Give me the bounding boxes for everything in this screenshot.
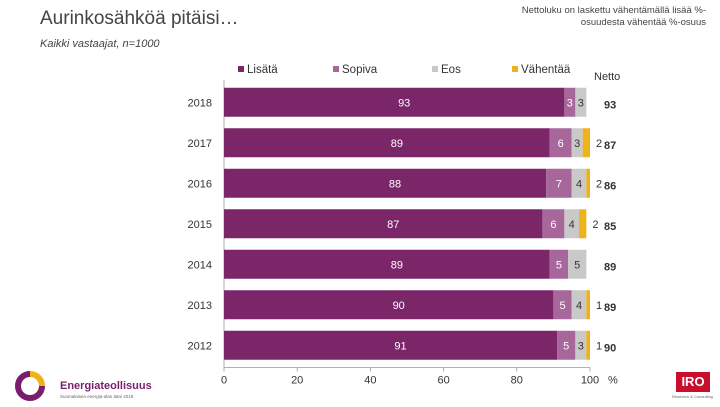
data-label: 88 (389, 178, 401, 190)
bar-vähentää-2012 (586, 330, 590, 360)
bar-eos-2016 (571, 168, 587, 198)
data-label: 5 (556, 259, 562, 271)
category-label: 2015 (188, 219, 212, 231)
bar-eos-2014 (568, 249, 587, 279)
bar-lisätä-2016 (224, 168, 547, 198)
data-label: 91 (394, 340, 406, 352)
netto-value: 90 (604, 342, 616, 354)
data-label: 5 (563, 340, 569, 352)
data-label: 1 (596, 300, 602, 312)
legend-swatch-3 (512, 66, 518, 72)
legend-label-2: Eos (441, 64, 461, 76)
data-label: 6 (558, 138, 564, 150)
netto-value: 87 (604, 140, 616, 152)
bar-sopiva-2016 (546, 168, 572, 198)
bar-lisätä-2015 (224, 209, 543, 239)
logo-name: Energiateollisuus (60, 380, 152, 392)
bar-vähentää-2013 (586, 290, 590, 320)
bar-lisätä-2017 (224, 128, 550, 158)
legend-label-3: Vähentää (521, 64, 571, 76)
data-label: 3 (567, 97, 573, 109)
legend-swatch-1 (333, 66, 339, 72)
bar-vähentää-2017 (582, 128, 590, 158)
data-label: 3 (578, 340, 584, 352)
bar-vähentää-2016 (586, 168, 590, 198)
data-label: 4 (576, 178, 582, 190)
x-tick-label: 20 (291, 375, 303, 387)
netto-value: 89 (604, 302, 616, 314)
logo-tagline: Suomalaisen energia-alan ääni 2018 (60, 394, 134, 399)
bar-lisätä-2018 (224, 87, 565, 117)
bar-sopiva-2012 (557, 330, 576, 360)
bar-eos-2013 (571, 290, 587, 320)
bar-sopiva-2014 (549, 249, 569, 279)
x-tick-label: 0 (221, 375, 227, 387)
legend-swatch-2 (432, 66, 438, 72)
bar-eos-2015 (564, 209, 580, 239)
data-label: 2 (592, 219, 598, 231)
bar-eos-2012 (575, 330, 587, 360)
iro-tagline: Research & Consulting (672, 394, 713, 399)
category-label: 2018 (188, 97, 212, 109)
netto-value: 85 (604, 221, 616, 233)
legend-label-0: Lisätä (247, 64, 278, 76)
legend-swatch-0 (238, 66, 244, 72)
iro-logo-box: IRO (676, 372, 710, 392)
iro-logo: IRO Research & Consulting (672, 372, 714, 402)
category-label: 2013 (188, 300, 212, 312)
data-label: 3 (578, 97, 584, 109)
category-label: 2017 (188, 138, 212, 150)
bar-lisätä-2012 (224, 330, 558, 360)
data-label: 89 (391, 138, 403, 150)
bar-vähentää-2015 (579, 209, 587, 239)
data-label: 4 (569, 219, 575, 231)
data-label: 5 (559, 300, 565, 312)
data-label: 6 (550, 219, 556, 231)
netto-note: Nettoluku on laskettu vähentämällä lisää… (521, 5, 706, 28)
netto-header: Netto (594, 71, 620, 83)
legend-label-1: Sopiva (342, 64, 378, 76)
x-unit-label: % (608, 375, 618, 387)
x-tick-label: 40 (364, 375, 376, 387)
bar-sopiva-2013 (553, 290, 572, 320)
data-label: 1 (596, 340, 602, 352)
category-label: 2016 (188, 178, 212, 190)
x-tick-label: 60 (437, 375, 449, 387)
netto-value: 89 (604, 261, 616, 273)
x-tick-label: 80 (511, 375, 523, 387)
data-label: 93 (398, 97, 410, 109)
data-label: 2 (596, 178, 602, 190)
bar-sopiva-2015 (542, 209, 565, 239)
bar-eos-2017 (571, 128, 583, 158)
data-label: 89 (391, 259, 403, 271)
chart-subtitle: Kaikki vastaajat, n=1000 (40, 38, 160, 50)
x-tick-label: 100 (581, 375, 599, 387)
energiateollisuus-swirl-icon (15, 371, 45, 401)
bar-lisätä-2014 (224, 249, 550, 279)
data-label: 87 (387, 219, 399, 231)
data-label: 90 (393, 300, 405, 312)
bar-sopiva-2018 (564, 87, 576, 117)
netto-value: 86 (604, 180, 616, 192)
data-label: 3 (574, 138, 580, 150)
netto-value: 93 (604, 99, 616, 111)
category-label: 2012 (188, 340, 212, 352)
category-label: 2014 (188, 259, 212, 271)
data-label: 2 (596, 138, 602, 150)
chart-title: Aurinkosähköä pitäisi… (40, 8, 239, 29)
data-label: 4 (576, 300, 582, 312)
bar-eos-2018 (575, 87, 587, 117)
energiateollisuus-logo: Energiateollisuus Suomalaisen energia-al… (8, 370, 152, 402)
data-label: 5 (574, 259, 580, 271)
bar-lisätä-2013 (224, 290, 554, 320)
data-label: 7 (556, 178, 562, 190)
bar-sopiva-2017 (549, 128, 572, 158)
